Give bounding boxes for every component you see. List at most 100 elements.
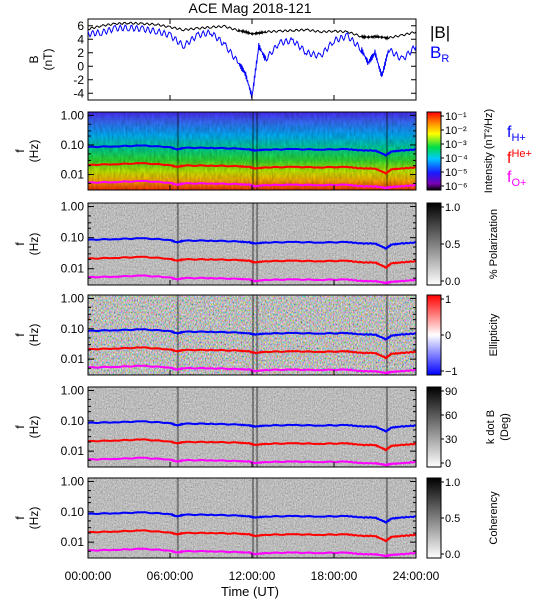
coherency-line-fH [87,511,417,524]
polarization-colorbar [426,202,442,286]
coherency-line-fO [87,547,417,558]
ellipticity-y-label-units: (Hz) [27,324,41,347]
kdotb-y-label-units: (Hz) [27,416,41,439]
b-y-tick-label: 6 [77,19,84,33]
polarization-line-fHe [87,255,417,270]
b-legend-total: |B| [430,23,450,42]
polarization-y-tick-label: 0.01 [61,262,85,276]
intensity-line-fH [87,144,417,157]
b-y-tick-label: 4 [77,32,84,46]
x-tick-label: 12:00:00 [229,569,276,583]
intensity-y-tick-label: 0.01 [61,168,85,182]
intensity-colorbar [426,111,442,191]
intensity-colorbar-tick-label: 10⁻⁶ [445,181,468,193]
intensity-event-stripe [176,112,179,190]
intensity-y-tick-label: 0.10 [61,138,85,152]
polarization-event-stripe [385,203,388,285]
kdotb-y-tick-label: 1.00 [61,383,85,397]
ellipticity-colorbar-label: Ellipticity [488,313,500,356]
b-y-tick-label: -4 [73,86,84,100]
x-tick-label: 24:00:00 [393,569,440,583]
b-y-tick-label: 0 [77,59,84,73]
ellipticity-event-stripe [176,295,179,375]
polarization-colorbar-tick-label: 0.0 [445,276,460,288]
kdotb-line-fH [87,420,417,433]
polarization-y-tick-label: 1.00 [61,200,85,214]
kdotb-line-fO [87,456,417,467]
coherency-colorbar-label: Coherency [488,491,500,545]
intensity-colorbar-tick-label: 10⁻⁵ [445,167,468,179]
ellipticity-y-tick-label: 0.10 [61,322,85,336]
x-axis-label: Time (UT) [221,584,279,599]
kdotb-line-fHe [87,438,417,452]
coherency-y-tick-label: 0.10 [61,505,85,519]
ellipticity-y-label: f [13,333,27,337]
ellipticity-colorbar-tick-label: −1 [445,366,458,378]
legend-fH: fH+ [507,124,526,144]
ellipticity-line-fHe [87,346,417,360]
polarization-line-fH [87,237,417,250]
x-axis: Time (UT) 00:00:00 06:00:00 12:00:00 18:00:… [65,569,440,599]
polarization-colorbar-label: % Polarization [488,209,500,279]
b-y-tick-label: 2 [77,46,84,60]
coherency-y-label-units: (Hz) [27,507,41,530]
ellipticity-y-tick-label: 1.00 [61,291,85,305]
b-y-label: B [27,55,41,63]
polarization-y-tick-label: 0.10 [61,231,85,245]
intensity-line-fO [87,179,417,190]
intensity-colorbar-label: Intensity (nT²/Hz) [483,109,495,193]
kdotb-colorbar-tick-label: 90 [445,386,457,398]
polarization-y-label-units: (Hz) [27,233,41,256]
intensity-line-fHe [87,162,417,175]
b-series-radial [87,24,417,99]
b-series-total [87,21,417,41]
polarization-y-label: f [13,242,27,246]
polarization-event-stripe [176,203,179,285]
kdotb-colorbar-tick-label: 0 [445,458,451,470]
kdotb-colorbar-label-units: (Deg) [499,413,511,441]
coherency-y-tick-label: 0.01 [61,535,85,549]
figure-title: ACE Mag 2018-121 [189,0,312,16]
ellipticity-line-fH [87,328,417,341]
x-tick-label: 00:00:00 [65,569,112,583]
ellipticity-event-stripe [385,295,388,375]
x-tick-label: 06:00:00 [147,569,194,583]
intensity-y-tick-label: 1.00 [61,108,85,122]
intensity-colorbar-tick-label: 10⁻⁴ [445,153,468,165]
kdotb-y-label: f [13,425,27,429]
ellipticity-colorbar-tick-label: 0 [445,330,451,342]
coherency-event-stripe [385,478,388,558]
kdotb-colorbar-label: k dot B [485,410,497,444]
coherency-y-tick-label: 1.00 [61,474,85,488]
coherency-line-fHe [87,529,417,543]
coherency-event-stripe [176,478,179,558]
coherency-colorbar-tick-label: 0.0 [445,549,460,561]
b-legend-radial: BR [430,43,449,65]
kdotb-event-stripe [385,387,388,467]
coherency-colorbar-tick-label: 1.0 [445,477,460,489]
kdotb-y-tick-label: 0.10 [61,414,85,428]
kdotb-colorbar-tick-label: 30 [445,434,457,446]
intensity-colorbar-tick-label: 10⁻² [445,125,467,137]
kdotb-event-stripe [176,387,179,467]
b-y-label-units: (nT) [41,49,55,71]
intensity-event-stripe [385,112,388,190]
intensity-y-label-units: (Hz) [27,140,41,163]
ellipticity-colorbar [426,294,442,376]
coherency-colorbar [426,477,442,559]
x-tick-label: 18:00:00 [311,569,358,583]
intensity-y-label: f [13,149,27,153]
coherency-y-label: f [13,516,27,520]
polarization-line-fO [87,274,417,285]
ellipticity-line-fO [87,364,417,375]
polarization-colorbar-tick-label: 0.5 [445,239,460,251]
polarization-colorbar-tick-label: 1.0 [445,202,460,214]
ellipticity-colorbar-tick-label: 1 [445,294,451,306]
ellipticity-y-tick-label: 0.01 [61,352,85,366]
b-y-tick-label: -2 [73,73,84,87]
legend-fHe: fHe+ [507,148,532,167]
coherency-colorbar-tick-label: 0.5 [445,513,460,525]
kdotb-y-tick-label: 0.01 [61,444,85,458]
